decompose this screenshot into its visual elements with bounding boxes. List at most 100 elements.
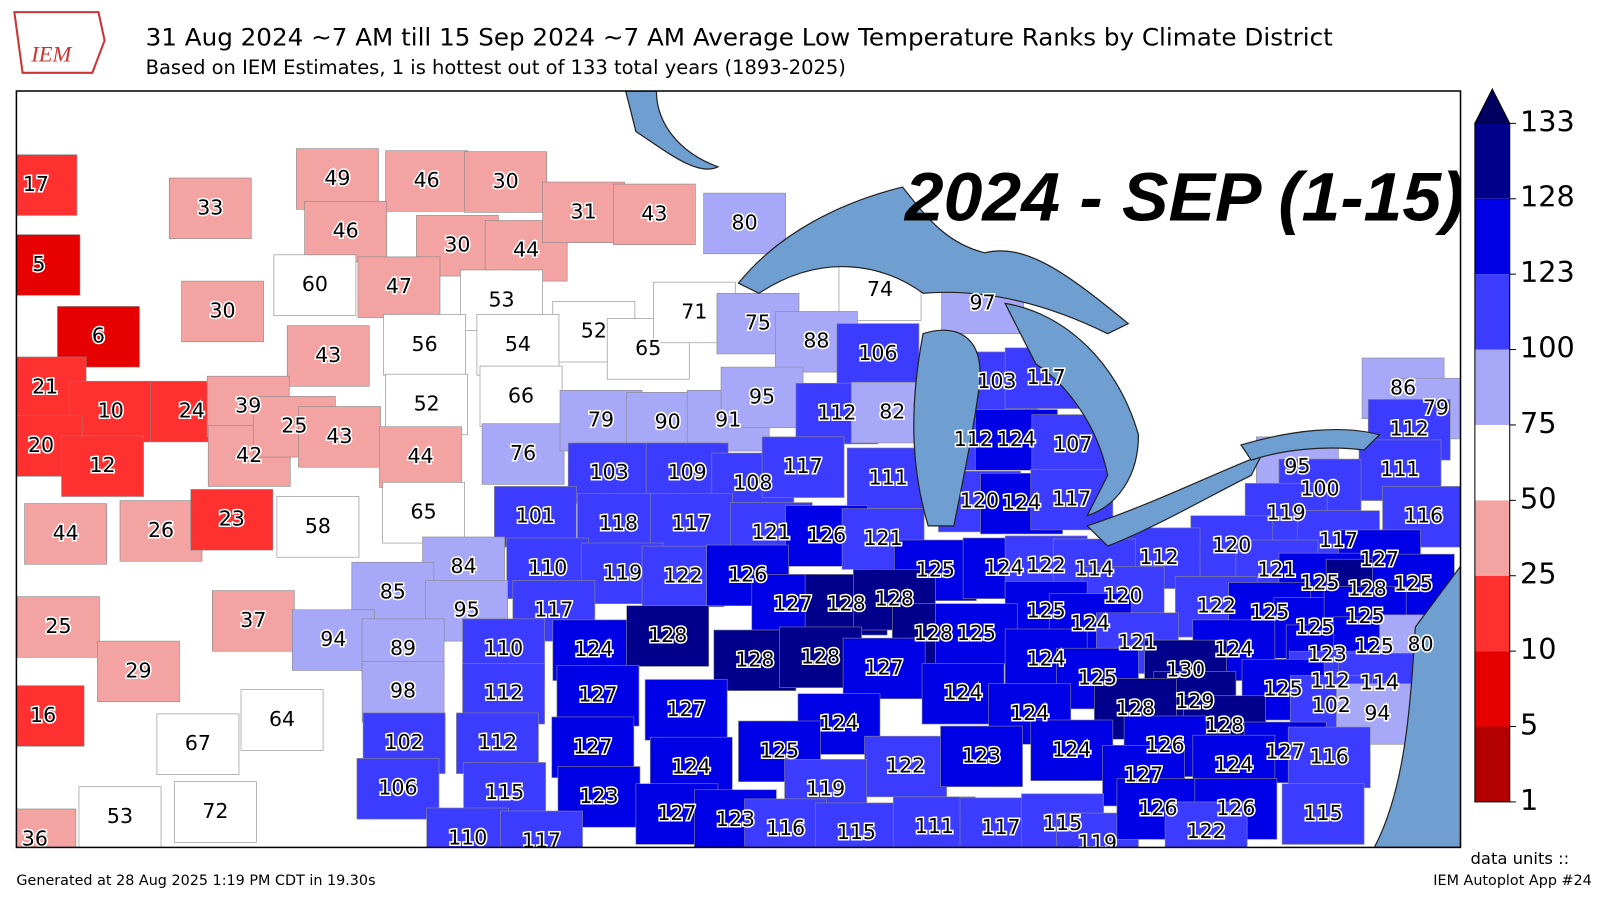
district-fill xyxy=(382,482,465,544)
district-rank: 36 xyxy=(22,826,48,850)
district-rank: 128 xyxy=(914,621,953,645)
district-rank: 114 xyxy=(1360,671,1399,695)
district-rank: 47 xyxy=(386,274,412,298)
district-rank: 97 xyxy=(970,290,996,314)
district-rank: 112 xyxy=(484,681,523,705)
colorbar-tick-label: 1 xyxy=(1520,784,1538,817)
district-rank: 30 xyxy=(493,169,519,193)
district-rank: 124 xyxy=(672,755,711,779)
district-rank: 116 xyxy=(766,816,805,840)
district-fill xyxy=(481,423,565,485)
district-rank: 127 xyxy=(667,697,706,721)
district-rank: 124 xyxy=(985,555,1024,579)
district-rank: 117 xyxy=(522,828,561,852)
district-fill xyxy=(644,679,728,741)
district-rank: 122 xyxy=(1027,553,1066,577)
district-rank: 79 xyxy=(588,408,614,432)
colorbar-tick-label: 50 xyxy=(1520,482,1557,515)
district-rank: 88 xyxy=(803,329,829,353)
district-rank: 43 xyxy=(326,424,352,448)
district-rank: 128 xyxy=(1348,577,1387,601)
district-rank: 117 xyxy=(784,454,823,478)
district-rank: 66 xyxy=(508,383,534,407)
district-rank: 29 xyxy=(125,659,151,683)
colorbar-bin xyxy=(1474,424,1510,501)
map-frame xyxy=(15,90,1462,849)
district-fill xyxy=(16,154,78,216)
district-rank: 102 xyxy=(1312,693,1351,717)
district-rank: 65 xyxy=(635,336,661,360)
district-rank: 84 xyxy=(451,554,477,578)
district-rank: 123 xyxy=(1308,642,1347,666)
district-rank: 115 xyxy=(837,820,876,844)
district-rank: 46 xyxy=(414,168,440,192)
district-fill xyxy=(864,735,947,798)
district-fill xyxy=(273,254,357,316)
logo: IEM xyxy=(13,11,106,74)
district-rank: 128 xyxy=(875,587,914,611)
district-rank: 64 xyxy=(269,707,295,731)
district-rank: 101 xyxy=(516,504,555,528)
district-rank: 130 xyxy=(1166,658,1205,682)
district-fill xyxy=(1164,801,1248,848)
district-rank: 10 xyxy=(98,399,124,423)
district-rank: 111 xyxy=(869,465,908,489)
colorbar-tick-label: 5 xyxy=(1520,709,1538,742)
colorbar-bin xyxy=(1474,198,1510,275)
district-fill xyxy=(744,798,827,848)
district-fill xyxy=(842,637,926,700)
district-rank: 23 xyxy=(219,507,245,531)
colorbar-bin xyxy=(1474,651,1510,727)
district-rank: 74 xyxy=(867,277,893,301)
district-rank: 106 xyxy=(858,341,897,365)
district-rank: 56 xyxy=(412,332,438,356)
district-rank: 94 xyxy=(320,627,346,651)
district-rank: 111 xyxy=(915,814,954,838)
district-rank: 17 xyxy=(23,172,49,196)
district-fill xyxy=(286,325,370,387)
district-rank: 71 xyxy=(681,300,707,324)
district-fill xyxy=(464,151,547,213)
district-rank: 119 xyxy=(1267,501,1306,525)
colorbar-tick-label: 10 xyxy=(1520,633,1557,666)
district-rank: 112 xyxy=(478,730,517,754)
district-rank: 121 xyxy=(752,520,791,544)
district-rank: 124 xyxy=(1214,637,1253,661)
colorbar-tick-label: 123 xyxy=(1520,256,1575,289)
district-rank: 125 xyxy=(1078,666,1117,690)
district-fill xyxy=(181,280,264,343)
district-rank: 116 xyxy=(1404,504,1443,528)
colorbar-extension xyxy=(1474,87,1511,124)
district-rank: 123 xyxy=(716,807,755,831)
district-rank: 121 xyxy=(1257,557,1296,581)
colorbar-bin xyxy=(1474,123,1510,199)
district-rank: 58 xyxy=(305,514,331,538)
district-rank: 115 xyxy=(1043,811,1082,835)
district-rank: 128 xyxy=(827,592,866,616)
district-rank: 117 xyxy=(1052,487,1091,511)
district-fill xyxy=(815,802,898,848)
district-rank: 128 xyxy=(735,647,774,671)
district-rank: 100 xyxy=(1300,477,1339,501)
district-rank: 124 xyxy=(944,681,983,705)
district-fill xyxy=(304,200,387,263)
district-rank: 112 xyxy=(817,401,856,425)
district-rank: 79 xyxy=(1423,396,1449,420)
logo-text: IEM xyxy=(30,42,72,67)
district-rank: 33 xyxy=(197,195,223,219)
overlay-label: 2024 - SEP (1-15) xyxy=(903,158,1464,235)
district-rank: 124 xyxy=(1002,491,1041,515)
district-rank: 120 xyxy=(1212,533,1251,557)
district-fill xyxy=(361,661,445,723)
district-rank: 114 xyxy=(1075,556,1114,580)
colorbar-tick-label: 100 xyxy=(1520,332,1575,365)
district-rank: 124 xyxy=(819,711,858,735)
generated-note: Generated at 28 Aug 2025 1:19 PM CDT in … xyxy=(16,873,375,889)
district-rank: 122 xyxy=(664,563,703,587)
district-rank: 80 xyxy=(1407,632,1433,656)
district-rank: 127 xyxy=(573,734,612,758)
colorbar-frame xyxy=(1474,122,1511,803)
district-rank: 44 xyxy=(407,444,433,468)
district-rank: 125 xyxy=(1300,571,1339,595)
district-rank: 109 xyxy=(668,460,707,484)
